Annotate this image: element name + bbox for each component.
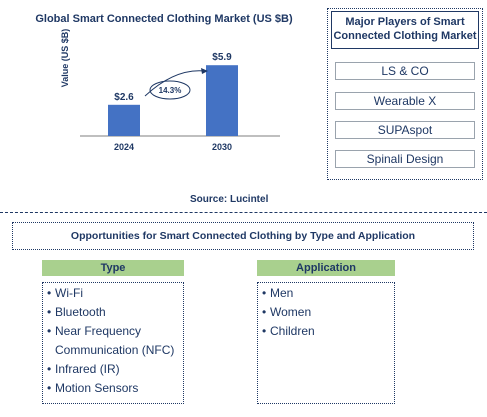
bar-chart: $2.6 2024 $5.9 2030 14.3% [80, 52, 280, 152]
growth-arrow-head [201, 68, 208, 74]
players-panel [327, 8, 483, 180]
list-item: • Bluetooth [47, 305, 106, 319]
list-item: • Motion Sensors [47, 381, 139, 395]
bar-value-label: $5.9 [212, 52, 232, 63]
growth-annotation-label: 14.3% [159, 86, 182, 95]
list-item: • Women [262, 305, 312, 319]
type-list: • Wi-Fi • Bluetooth • Near Frequency Commun… [42, 282, 184, 404]
list-item: • Infrared (IR) [47, 362, 120, 376]
growth-arrow [144, 70, 206, 97]
bar-value-label: $2.6 [114, 92, 134, 103]
list-item-continuation: Communication (NFC) [55, 343, 175, 357]
list-item: • Men [262, 286, 294, 300]
growth-annotation-ellipse [149, 80, 191, 100]
x-tick-label: 2030 [212, 142, 232, 152]
chart-source: Source: Lucintel [190, 194, 269, 205]
player-item: SUPAspot [335, 121, 475, 139]
list-item: • Children [262, 324, 315, 338]
application-list: • Men • Women • Children [257, 282, 395, 404]
x-tick-label: 2024 [114, 142, 134, 152]
player-item: Spinali Design [335, 150, 475, 168]
bar-2024 [108, 104, 140, 136]
list-item: • Near Frequency [47, 324, 142, 338]
list-item: • Wi-Fi [47, 286, 83, 300]
chart-title: Global Smart Connected Clothing Market (… [35, 13, 293, 25]
section-divider [0, 212, 487, 213]
players-title: Major Players of Smart Connected Clothin… [331, 11, 479, 49]
application-header: Application [257, 260, 395, 276]
player-item: LS & CO [335, 62, 475, 80]
player-item: Wearable X [335, 92, 475, 110]
type-header: Type [42, 260, 184, 276]
opportunities-title: Opportunities for Smart Connected Clothi… [12, 222, 474, 250]
bar-2030 [206, 65, 238, 136]
